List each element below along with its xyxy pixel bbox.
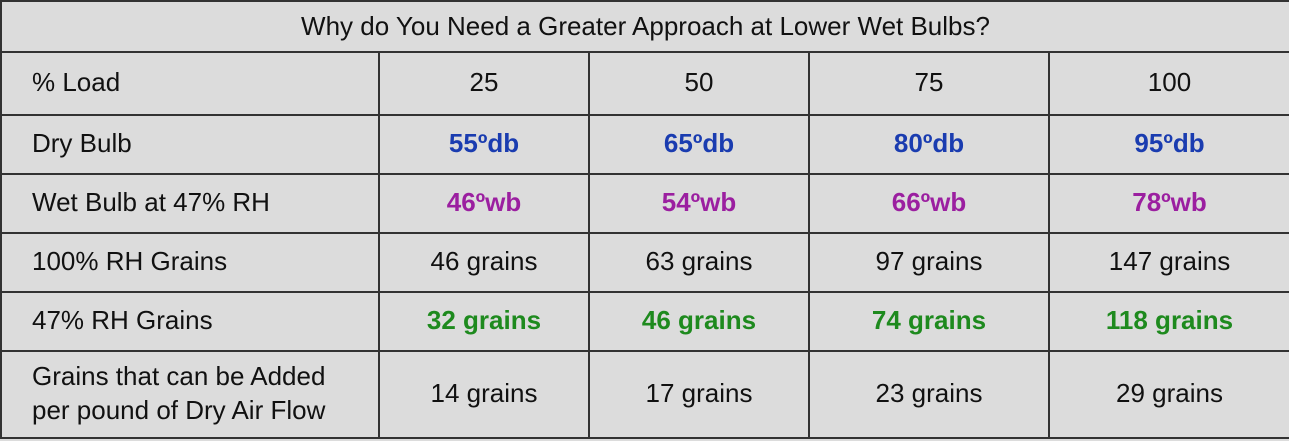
header-row: % Load 25 50 75 100 (0, 50, 1289, 116)
table-title: Why do You Need a Greater Approach at Lo… (0, 0, 1289, 53)
cell: 100 (1048, 50, 1289, 116)
row-label: 47% RH Grains (0, 290, 380, 352)
cell: 78ºwb (1048, 172, 1289, 234)
cell: 23 grains (808, 349, 1050, 440)
row-label: Dry Bulb (0, 113, 380, 175)
table-row: Wet Bulb at 47% RH 46ºwb 54ºwb 66ºwb 78ºwb (0, 172, 1289, 234)
cell: 118 grains (1048, 290, 1289, 352)
table-row: 100% RH Grains 46 grains 63 grains 97 grain… (0, 231, 1289, 293)
table-row: Grains that can be Added per pound of Dry… (0, 349, 1289, 440)
table-row: 47% RH Grains 32 grains 46 grains 74 grains… (0, 290, 1289, 352)
cell: 46 grains (588, 290, 810, 352)
cell: 147 grains (1048, 231, 1289, 293)
cell: 66ºwb (808, 172, 1050, 234)
cell: 75 (808, 50, 1050, 116)
table-row: Dry Bulb 55ºdb 65ºdb 80ºdb 95ºdb (0, 113, 1289, 175)
cell: 46 grains (378, 231, 590, 293)
cell: 54ºwb (588, 172, 810, 234)
cell: 32 grains (378, 290, 590, 352)
cell: 97 grains (808, 231, 1050, 293)
cell: 17 grains (588, 349, 810, 440)
cell: 46ºwb (378, 172, 590, 234)
title-row: Why do You Need a Greater Approach at Lo… (0, 0, 1289, 53)
cell: 29 grains (1048, 349, 1289, 440)
row-label: 100% RH Grains (0, 231, 380, 293)
cell: 80ºdb (808, 113, 1050, 175)
row-label: % Load (0, 50, 380, 116)
label-line: Grains that can be Added (32, 361, 326, 392)
cell: 14 grains (378, 349, 590, 440)
row-label: Grains that can be Added per pound of Dry… (0, 349, 380, 440)
row-label: Wet Bulb at 47% RH (0, 172, 380, 234)
cell: 50 (588, 50, 810, 116)
cell: 74 grains (808, 290, 1050, 352)
cell: 63 grains (588, 231, 810, 293)
label-line: per pound of Dry Air Flow (32, 395, 326, 426)
cell: 95ºdb (1048, 113, 1289, 175)
cell: 55ºdb (378, 113, 590, 175)
cell: 65ºdb (588, 113, 810, 175)
cell: 25 (378, 50, 590, 116)
